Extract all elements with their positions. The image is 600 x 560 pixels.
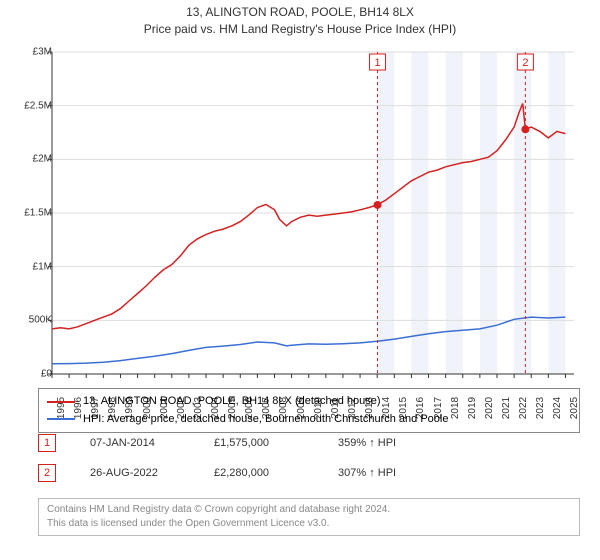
svg-text:1: 1	[374, 57, 380, 69]
transaction-date-1: 07-JAN-2014	[90, 437, 180, 449]
y-tick-label: £1.5M	[12, 208, 52, 219]
footer-attribution: Contains HM Land Registry data © Crown c…	[38, 498, 580, 536]
legend-row-property: 13, ALINGTON ROAD, POOLE, BH14 8LX (deta…	[47, 393, 571, 411]
legend-label-hpi: HPI: Average price, detached house, Bour…	[83, 411, 448, 429]
transaction-price-2: £2,280,000	[214, 467, 304, 479]
transaction-row-2: 2 26-AUG-2022 £2,280,000 307% ↑ HPI	[38, 464, 580, 482]
y-tick-label: 500K	[12, 315, 52, 326]
title-subtitle: Price paid vs. HM Land Registry's House …	[0, 21, 600, 38]
chart-container: 13, ALINGTON ROAD, POOLE, BH14 8LX Price…	[0, 0, 600, 560]
y-tick-label: £0	[12, 369, 52, 380]
y-tick-label: £2.5M	[12, 100, 52, 111]
transaction-vs-hpi-2: 307% ↑ HPI	[338, 467, 428, 479]
legend-swatch-hpi	[47, 418, 75, 420]
transaction-vs-hpi-1: 359% ↑ HPI	[338, 437, 428, 449]
title-block: 13, ALINGTON ROAD, POOLE, BH14 8LX Price…	[0, 0, 600, 38]
legend-row-hpi: HPI: Average price, detached house, Bour…	[47, 411, 571, 429]
footer-line-1: Contains HM Land Registry data © Crown c…	[47, 503, 571, 517]
transaction-marker-1: 1	[38, 434, 56, 452]
legend-label-property: 13, ALINGTON ROAD, POOLE, BH14 8LX (deta…	[83, 393, 381, 411]
legend-box: 13, ALINGTON ROAD, POOLE, BH14 8LX (deta…	[38, 388, 580, 433]
svg-text:2: 2	[522, 57, 528, 69]
transaction-date-2: 26-AUG-2022	[90, 467, 180, 479]
transaction-price-1: £1,575,000	[214, 437, 304, 449]
y-tick-label: £1M	[12, 261, 52, 272]
y-tick-label: £2M	[12, 154, 52, 165]
transaction-row-1: 1 07-JAN-2014 £1,575,000 359% ↑ HPI	[38, 434, 580, 452]
price-chart: 12	[38, 46, 580, 378]
transaction-marker-2: 2	[38, 464, 56, 482]
title-address: 13, ALINGTON ROAD, POOLE, BH14 8LX	[0, 4, 600, 21]
legend-swatch-property	[47, 401, 75, 403]
y-tick-label: £3M	[12, 47, 52, 58]
footer-line-2: This data is licensed under the Open Gov…	[47, 517, 571, 531]
